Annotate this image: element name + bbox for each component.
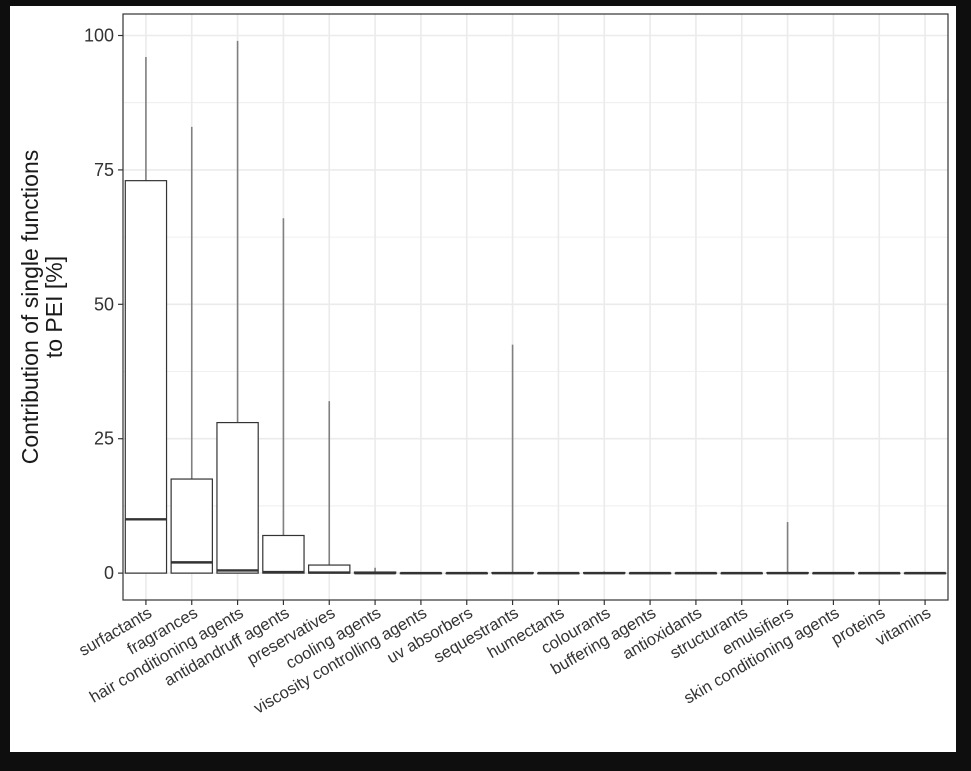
box-viscosity-controlling-agents <box>399 571 443 575</box>
box-antioxidants <box>674 571 718 575</box>
box-body <box>170 478 213 574</box>
y-tick-label: 75 <box>94 160 114 180</box>
box-series <box>124 40 947 575</box>
y-tick-label: 100 <box>84 26 114 46</box>
y-axis-title-line-1: Contribution of single functions <box>17 150 43 465</box>
box-surfactants <box>124 57 168 574</box>
box-cooling-agents <box>353 567 397 575</box>
y-tick-label: 0 <box>104 563 114 583</box>
box-humectants <box>537 571 580 575</box>
box-antidandruff-agents <box>262 218 305 574</box>
box-body <box>124 180 168 574</box>
box-vitamins <box>903 571 947 575</box>
box-uv-absorbers <box>445 571 488 575</box>
figure-frame: 0 25 50 75 100 surfactants fragrances hair con… <box>10 6 956 752</box>
box-hair-conditioning-agents <box>216 40 259 574</box>
box-colourants <box>583 571 626 575</box>
box-emulsifiers <box>766 522 809 575</box>
box-preservatives <box>308 401 351 574</box>
box-proteins <box>858 571 901 575</box>
y-axis: 0 25 50 75 100 <box>84 26 123 583</box>
box-body <box>216 421 259 574</box>
box-body <box>262 534 305 574</box>
box-sequestrants <box>491 344 534 575</box>
panel-border <box>122 13 949 601</box>
y-axis-title-line-2: to PEI [%] <box>41 256 67 358</box>
panel-background <box>123 14 948 600</box>
y-tick-label: 50 <box>94 294 114 314</box>
box-buffering-agents <box>628 571 672 575</box>
box-structurants <box>720 571 763 575</box>
box-fragrances <box>170 126 213 574</box>
box-skin-conditioning-agents <box>812 571 855 575</box>
y-tick-label: 25 <box>94 429 114 449</box>
